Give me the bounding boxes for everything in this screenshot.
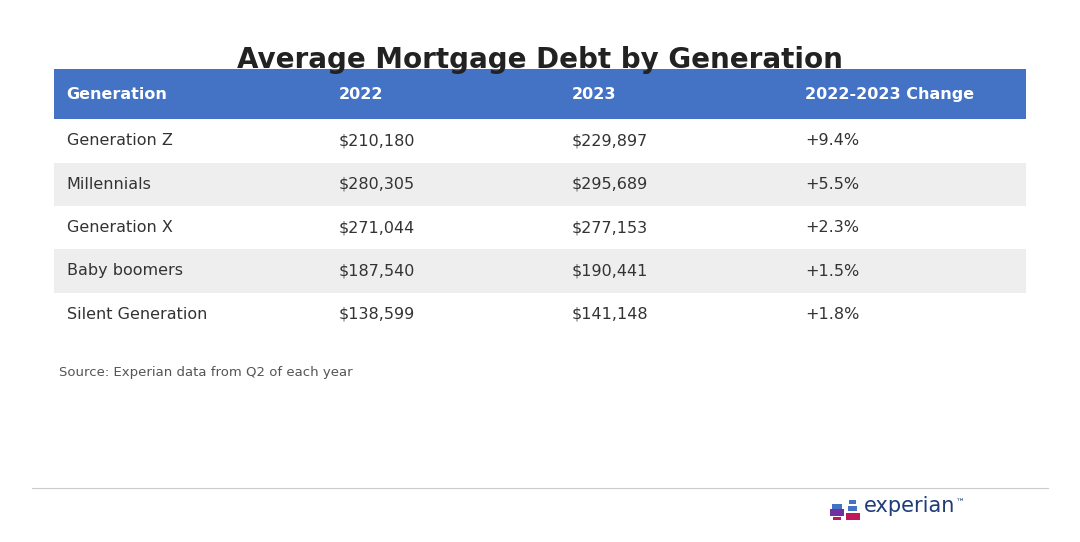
- Text: Generation: Generation: [67, 87, 167, 102]
- Text: $138,599: $138,599: [339, 307, 415, 322]
- Text: 2022-2023 Change: 2022-2023 Change: [806, 87, 974, 102]
- Text: +1.5%: +1.5%: [806, 263, 860, 279]
- Text: Silent Generation: Silent Generation: [67, 307, 207, 322]
- Text: +1.8%: +1.8%: [806, 307, 860, 322]
- Text: $190,441: $190,441: [572, 263, 648, 279]
- Text: +2.3%: +2.3%: [806, 220, 860, 235]
- Text: $187,540: $187,540: [339, 263, 415, 279]
- Text: Millennials: Millennials: [67, 177, 151, 192]
- Text: Source: Experian data from Q2 of each year: Source: Experian data from Q2 of each ye…: [59, 366, 353, 379]
- Text: $277,153: $277,153: [572, 220, 648, 235]
- Text: $271,044: $271,044: [339, 220, 415, 235]
- Text: Average Mortgage Debt by Generation: Average Mortgage Debt by Generation: [238, 46, 842, 74]
- Text: $210,180: $210,180: [339, 133, 416, 149]
- Text: $295,689: $295,689: [572, 177, 648, 192]
- Text: $280,305: $280,305: [339, 177, 415, 192]
- Text: $141,148: $141,148: [572, 307, 649, 322]
- Text: ™: ™: [956, 498, 964, 507]
- Text: experian: experian: [864, 496, 956, 516]
- Text: +5.5%: +5.5%: [806, 177, 860, 192]
- Text: Generation X: Generation X: [67, 220, 173, 235]
- Text: 2023: 2023: [572, 87, 617, 102]
- Text: $229,897: $229,897: [572, 133, 648, 149]
- Text: 2022: 2022: [339, 87, 383, 102]
- Text: +9.4%: +9.4%: [806, 133, 860, 149]
- Text: Generation Z: Generation Z: [67, 133, 173, 149]
- Text: Baby boomers: Baby boomers: [67, 263, 183, 279]
